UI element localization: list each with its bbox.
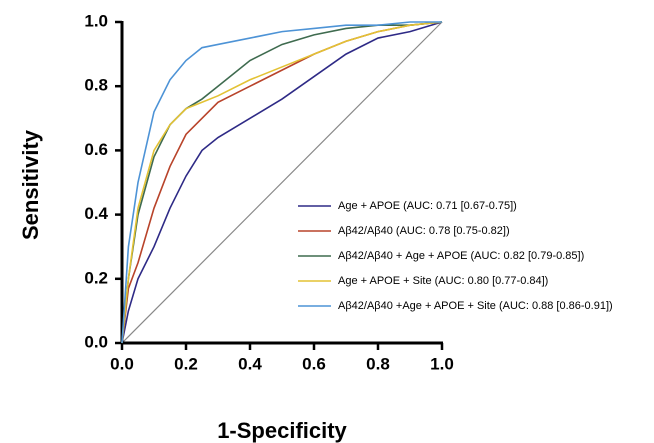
roc-line (121, 21, 443, 344)
x-tick-label: 0.0 (110, 354, 134, 373)
y-tick-label: 0.0 (84, 332, 108, 351)
legend-label: Age + APOE (AUC: 0.71 [0.67-0.75]) (338, 200, 517, 212)
roc-line (121, 21, 443, 344)
legend-label: Age + APOE + Site (AUC: 0.80 [0.77-0.84]… (338, 275, 548, 287)
roc-line (121, 21, 442, 344)
x-tick-label: 1.0 (430, 354, 454, 373)
y-tick-label: 0.4 (84, 204, 108, 223)
y-tick-label: 0.8 (84, 76, 108, 95)
legend-label: Aβ42/Aβ40 +Age + APOE + Site (AUC: 0.88 … (338, 300, 613, 312)
legend-label: Aβ42/Aβ40 + Age + APOE (AUC: 0.82 [0.79-… (338, 250, 584, 262)
legend-label: Aβ42/Aβ40 (AUC: 0.78 [0.75-0.82]) (338, 225, 510, 237)
y-tick-label: 0.2 (84, 268, 108, 287)
y-tick-label: 1.0 (84, 11, 108, 30)
x-tick-label: 0.4 (238, 354, 262, 373)
reference-diagonal (121, 21, 443, 344)
x-tick-label: 0.2 (174, 354, 198, 373)
x-tick-label: 0.6 (302, 354, 326, 373)
x-tick-label: 0.8 (366, 354, 390, 373)
roc-line (121, 21, 443, 344)
y-axis-title: Sensitivity (18, 129, 43, 240)
y-tick-label: 0.6 (84, 140, 108, 159)
x-axis-title: 1-Specificity (217, 418, 347, 443)
